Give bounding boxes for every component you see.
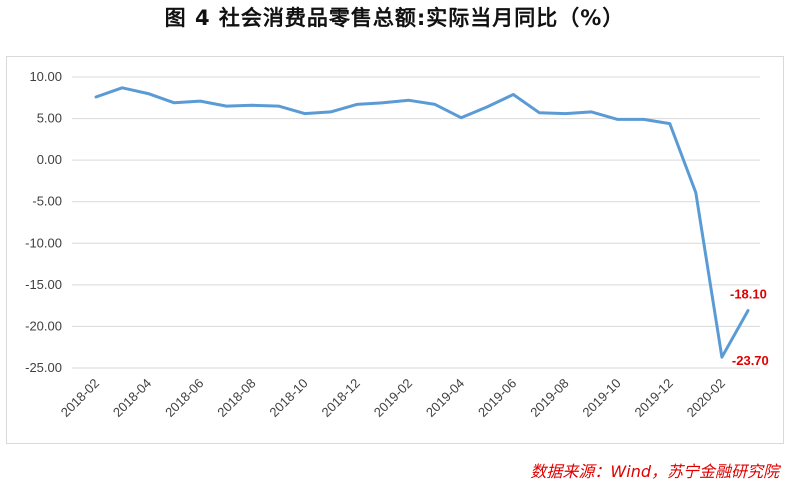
- y-axis-ticks: 10.00 5.00 0.00 -5.00 -10.00 -15.00 -20.00 -25.…: [25, 69, 62, 375]
- source-note: 数据来源：Wind，苏宁金融研究院: [530, 462, 779, 481]
- y-tick-label: -5.00: [32, 194, 62, 209]
- series-line: [94, 86, 750, 359]
- x-tick-label: 2018-02: [58, 376, 102, 420]
- x-tick-label: 2020-02: [684, 376, 728, 420]
- x-tick-label: 2018-08: [214, 376, 258, 420]
- x-tick-label: 2019-08: [527, 376, 571, 420]
- y-tick-label: -20.00: [25, 318, 62, 333]
- y-tick-label: -15.00: [25, 277, 62, 292]
- data-labels: -18.10 -23.70: [730, 287, 769, 369]
- x-axis-ticks: 2018-02 2018-04 2018-06 2018-08 2018-10 2018-…: [58, 376, 728, 420]
- y-tick-label: 0.00: [37, 152, 62, 167]
- x-tick-label: 2019-12: [632, 376, 676, 420]
- x-tick-label: 2019-06: [475, 376, 519, 420]
- x-tick-label: 2018-06: [162, 376, 206, 420]
- x-tick-label: 2019-10: [579, 376, 623, 420]
- y-tick-label: -25.00: [25, 360, 62, 375]
- x-tick-label: 2018-10: [266, 376, 310, 420]
- x-tick-label: 2018-04: [110, 376, 154, 420]
- chart-frame: [6, 56, 784, 444]
- y-tick-label: 5.00: [37, 111, 62, 126]
- y-tick-label: -10.00: [25, 235, 62, 250]
- x-tick-label: 2019-02: [371, 376, 415, 420]
- y-tick-label: 10.00: [29, 69, 62, 84]
- data-label: -18.10: [730, 287, 767, 302]
- x-tick-label: 2019-04: [423, 376, 467, 420]
- chart-title: 图 4 社会消费品零售总额:实际当月同比（%）: [164, 6, 625, 30]
- data-label: -23.70: [732, 353, 769, 368]
- series-group: [94, 86, 750, 359]
- x-tick-label: 2018-12: [319, 376, 363, 420]
